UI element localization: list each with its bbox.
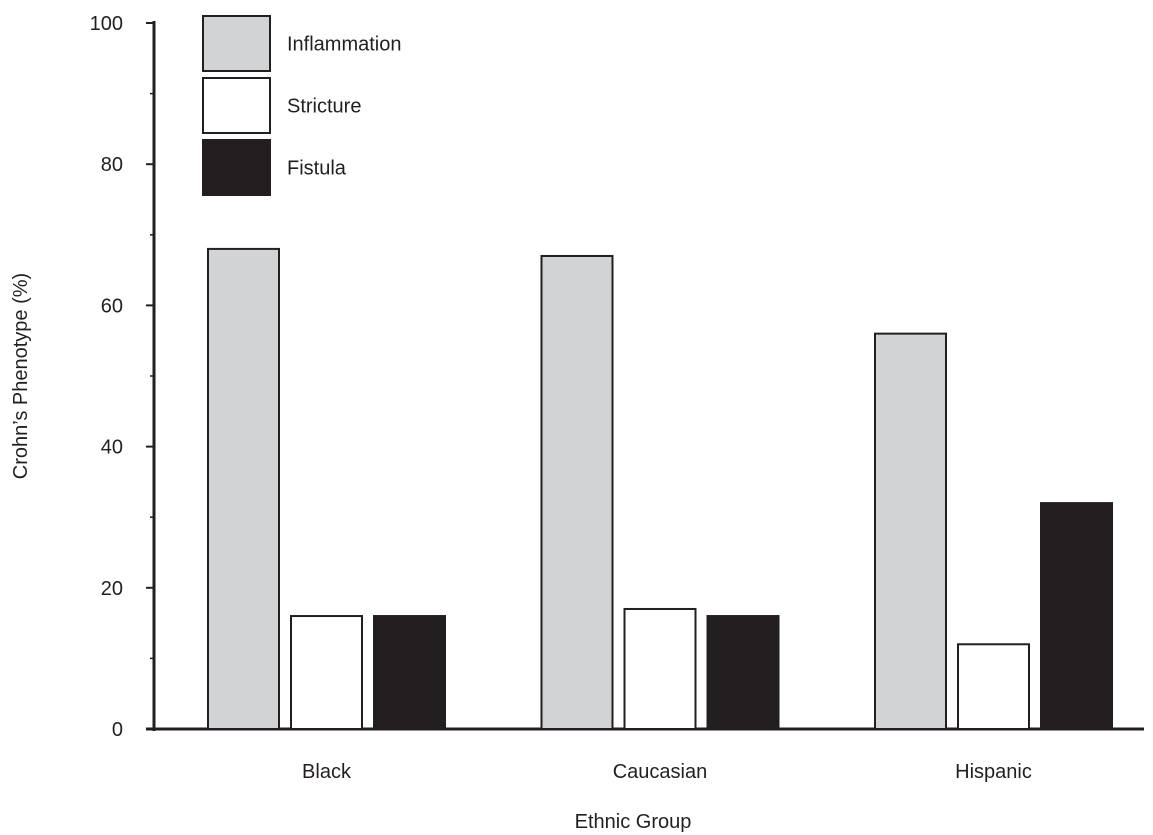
legend-label: Stricture <box>287 96 361 118</box>
x-category-label: Black <box>302 761 352 783</box>
y-tick-label: 100 <box>90 13 123 35</box>
y-tick-label: 20 <box>101 578 123 600</box>
legend: Inflammation Stricture Fistula <box>202 15 402 196</box>
bar-inflammation-black <box>207 247 280 730</box>
y-tick-label: 60 <box>101 295 123 317</box>
legend-label: Inflammation <box>287 34 402 56</box>
bar-inflammation-caucasian <box>540 254 614 730</box>
bar-fistula-caucasian <box>706 615 780 730</box>
legend-swatch-inflammation <box>202 15 271 72</box>
legend-swatch-fistula <box>202 139 271 196</box>
legend-swatch-stricture <box>202 77 271 134</box>
bars: Black Caucasian Hispanic <box>207 247 1113 783</box>
y-axis-title: Crohn’s Phenotype (%) <box>10 273 32 479</box>
x-axis-title: Ethnic Group <box>575 811 692 833</box>
bar-fistula-black <box>373 615 446 730</box>
x-category-label: Caucasian <box>613 761 708 783</box>
bar-fistula-hispanic <box>1040 502 1113 730</box>
bar-stricture-hispanic <box>957 643 1030 731</box>
bar-stricture-black <box>290 615 363 730</box>
y-tick-label: 0 <box>112 719 123 741</box>
legend-label: Fistula <box>287 158 347 180</box>
bar-stricture-caucasian <box>623 607 697 730</box>
x-category-label: Hispanic <box>955 761 1032 783</box>
y-tick-label: 80 <box>101 154 123 176</box>
bar-inflammation-hispanic <box>874 332 947 730</box>
y-tick-label: 40 <box>101 437 123 459</box>
